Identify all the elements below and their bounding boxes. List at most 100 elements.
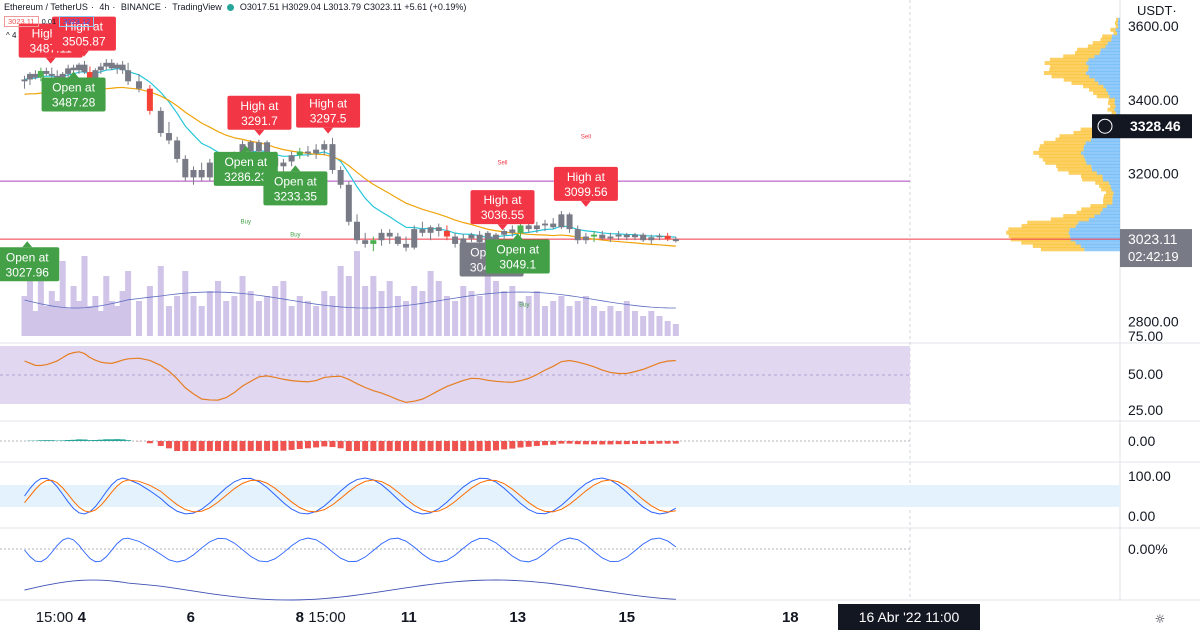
- candle-body: [583, 237, 589, 241]
- volume-bar: [444, 296, 450, 336]
- candle-body: [305, 152, 311, 154]
- annotation-text: High at: [240, 99, 279, 113]
- macd-histogram-bar: [526, 441, 532, 447]
- macd-histogram-bar: [289, 441, 295, 450]
- interval-label[interactable]: 4h: [99, 2, 109, 12]
- macd-histogram-bar: [444, 441, 450, 451]
- candle-body: [665, 236, 671, 240]
- candle-body: [362, 240, 368, 244]
- macd-histogram-bar: [147, 441, 153, 443]
- volume-bar: [190, 296, 196, 336]
- macd-histogram-bar: [38, 440, 44, 441]
- volume-bar: [599, 311, 605, 336]
- sell-price-button[interactable]: 3023.11: [4, 16, 39, 27]
- ohlc-readout: O3017.51 H3029.04 L3013.79 C3023.11 +5.6…: [240, 2, 467, 12]
- macd-histogram-bar: [583, 441, 589, 444]
- macd-histogram-bar: [518, 441, 524, 447]
- volume-bar: [387, 281, 393, 336]
- macd-histogram-bar: [166, 441, 172, 448]
- candle-body: [607, 237, 613, 239]
- volume-bar: [338, 266, 344, 336]
- volume-bar: [583, 296, 589, 336]
- volume-bar: [289, 306, 295, 336]
- pct-axis-label: 0.00%: [1128, 541, 1168, 557]
- annotation-text: 3036.55: [481, 208, 525, 222]
- volume-bar: [182, 271, 188, 336]
- volume-bar: [264, 296, 270, 336]
- macd-histogram-bar: [542, 441, 548, 445]
- candle-body: [321, 144, 327, 150]
- buy-price-button[interactable]: 3023.12: [59, 16, 94, 27]
- candle-body: [71, 68, 77, 71]
- candle-body: [27, 74, 33, 80]
- volume-bar: [272, 286, 278, 336]
- candle-body: [49, 74, 55, 76]
- volume-bar: [240, 276, 246, 336]
- volume-bar: [60, 261, 66, 336]
- volume-bar: [558, 296, 564, 336]
- volume-bar: [354, 251, 360, 336]
- volume-bar: [125, 271, 131, 336]
- annotation-text: 3049.1: [499, 257, 536, 271]
- macd-histogram-bar: [673, 441, 679, 444]
- volume-bar: [166, 306, 172, 336]
- volume-bar: [460, 286, 466, 336]
- time-axis-label: 18: [782, 609, 799, 626]
- candle-body: [103, 63, 109, 67]
- macd-histogram-bar: [607, 441, 613, 444]
- macd-histogram-bar: [656, 441, 662, 444]
- candle-body: [109, 63, 115, 69]
- volume-bar: [632, 311, 638, 336]
- annotation-text: Open at: [224, 155, 267, 169]
- candle-body: [616, 235, 622, 237]
- candle-body: [65, 68, 71, 74]
- candle-body: [32, 74, 38, 78]
- macd-histogram-bar: [256, 441, 262, 451]
- macd-histogram-bar: [567, 441, 573, 444]
- volume-bar: [92, 296, 98, 336]
- candle-body: [632, 235, 638, 238]
- macd-axis-label: 0.00: [1128, 433, 1155, 449]
- volume-bar: [362, 286, 368, 336]
- annotation-text: 3286.23: [224, 170, 268, 184]
- symbol-label[interactable]: Ethereum / TetherUS: [4, 2, 88, 12]
- annotation-text: 3233.35: [274, 189, 318, 203]
- annotation-pointer: [581, 201, 591, 207]
- volume-bar: [256, 301, 262, 336]
- volume-bar: [109, 301, 115, 336]
- candle-body: [395, 237, 401, 244]
- macd-histogram-bar: [599, 441, 605, 444]
- macd-histogram-bar: [493, 441, 499, 450]
- macd-histogram-bar: [248, 441, 254, 451]
- volume-bar: [98, 311, 104, 336]
- macd-histogram-bar: [313, 441, 319, 447]
- volume-bar: [567, 306, 573, 336]
- signal-label: Buy: [519, 303, 529, 309]
- candle-body: [313, 150, 319, 154]
- candle-body: [136, 81, 142, 88]
- candle-body: [207, 163, 213, 178]
- indicator-collapse-toggle[interactable]: ^ 4: [6, 31, 16, 40]
- macd-histogram-bar: [395, 441, 401, 451]
- time-axis-label: 4: [78, 609, 87, 626]
- candle-body: [648, 237, 654, 240]
- macd-histogram-bar: [98, 440, 104, 441]
- volume-bar: [379, 291, 385, 336]
- signal-label: Buy: [290, 233, 300, 239]
- volume-profile-bar: [1102, 34, 1112, 38]
- macd-histogram-bar: [92, 440, 98, 441]
- market-status-icon: [227, 4, 234, 11]
- candle-body: [346, 185, 352, 222]
- settings-gear-icon: ☼: [1155, 612, 1166, 626]
- candle-body: [599, 235, 605, 239]
- candle-body: [558, 214, 564, 227]
- macd-histogram-bar: [485, 441, 491, 451]
- pct-line: [25, 538, 676, 562]
- macd-histogram-bar: [280, 441, 286, 451]
- volume-bar: [27, 281, 33, 336]
- volume-bar: [280, 281, 286, 336]
- currency-label[interactable]: USDT·: [1137, 3, 1177, 18]
- price-tick-label: 3400.00: [1128, 92, 1179, 108]
- macd-histogram-bar: [87, 440, 93, 441]
